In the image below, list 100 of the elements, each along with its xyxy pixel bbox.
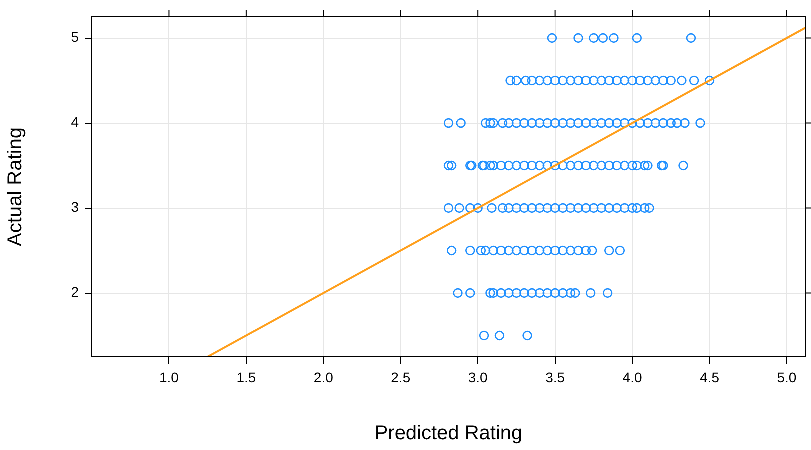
point bbox=[520, 246, 530, 256]
point bbox=[574, 76, 584, 86]
point bbox=[602, 288, 613, 298]
point bbox=[620, 203, 630, 214]
point bbox=[632, 203, 642, 214]
point bbox=[512, 246, 522, 256]
point bbox=[520, 203, 530, 214]
point bbox=[612, 203, 622, 214]
point bbox=[598, 33, 608, 44]
point bbox=[558, 203, 568, 214]
point bbox=[550, 76, 560, 86]
point bbox=[444, 160, 454, 171]
point bbox=[628, 160, 638, 171]
point bbox=[677, 76, 687, 86]
point bbox=[650, 76, 661, 86]
point bbox=[574, 33, 584, 44]
point bbox=[550, 118, 560, 128]
point bbox=[512, 203, 522, 214]
point bbox=[635, 76, 646, 86]
point bbox=[574, 160, 584, 171]
point bbox=[644, 203, 654, 214]
point bbox=[487, 203, 497, 214]
point bbox=[527, 246, 537, 256]
point bbox=[604, 160, 614, 171]
x-tick-label: 5.0 bbox=[777, 369, 797, 386]
point bbox=[498, 118, 508, 128]
point bbox=[535, 160, 545, 171]
point bbox=[535, 246, 545, 256]
point bbox=[444, 118, 454, 128]
point bbox=[486, 288, 496, 298]
x-tick-label: 4.0 bbox=[622, 369, 642, 386]
point bbox=[604, 76, 614, 86]
point bbox=[658, 118, 668, 128]
point bbox=[486, 118, 496, 128]
point bbox=[558, 76, 568, 86]
point bbox=[512, 160, 522, 171]
point bbox=[542, 246, 552, 256]
point bbox=[574, 203, 584, 214]
point bbox=[504, 203, 514, 214]
point bbox=[566, 203, 576, 214]
point bbox=[504, 160, 514, 171]
point bbox=[476, 246, 486, 256]
x-tick-label: 2.0 bbox=[314, 369, 334, 386]
point bbox=[612, 118, 622, 128]
point bbox=[520, 160, 530, 171]
point bbox=[666, 118, 676, 128]
point bbox=[586, 288, 596, 298]
point bbox=[504, 288, 514, 298]
point bbox=[542, 76, 552, 86]
point bbox=[686, 33, 696, 44]
point bbox=[566, 246, 576, 256]
point bbox=[512, 288, 522, 298]
point bbox=[535, 118, 545, 128]
point bbox=[521, 76, 531, 86]
x-tick-label: 2.5 bbox=[391, 369, 411, 386]
point bbox=[589, 76, 599, 86]
point bbox=[596, 76, 606, 86]
point bbox=[604, 246, 614, 256]
x-tick-label: 4.5 bbox=[700, 369, 720, 386]
point bbox=[643, 76, 653, 86]
point bbox=[566, 160, 576, 171]
point bbox=[527, 76, 537, 86]
point bbox=[480, 118, 491, 128]
point bbox=[466, 288, 476, 298]
point bbox=[643, 118, 653, 128]
point bbox=[520, 118, 530, 128]
point bbox=[620, 160, 630, 171]
point bbox=[604, 203, 614, 214]
point bbox=[650, 118, 661, 128]
point bbox=[558, 246, 568, 256]
point bbox=[581, 203, 592, 214]
point bbox=[574, 246, 584, 256]
point bbox=[456, 118, 466, 128]
point bbox=[628, 76, 638, 86]
point bbox=[609, 33, 619, 44]
point bbox=[486, 160, 496, 171]
y-tick-label: 5 bbox=[71, 29, 80, 46]
point bbox=[527, 160, 537, 171]
point bbox=[550, 160, 560, 171]
x-tick-label: 3.0 bbox=[468, 369, 488, 386]
point bbox=[535, 203, 545, 214]
point bbox=[680, 118, 690, 128]
point bbox=[527, 203, 537, 214]
point bbox=[581, 160, 592, 171]
point bbox=[527, 118, 537, 128]
point bbox=[542, 288, 552, 298]
point bbox=[666, 76, 676, 86]
point bbox=[488, 288, 498, 298]
y-axis-title: Actual Rating bbox=[4, 128, 27, 246]
x-tick-label: 3.5 bbox=[546, 369, 566, 386]
point bbox=[488, 160, 498, 171]
y-tick-label: 4 bbox=[71, 114, 80, 130]
point bbox=[550, 203, 560, 214]
point bbox=[628, 118, 638, 128]
point bbox=[558, 288, 568, 298]
point bbox=[454, 203, 464, 214]
point bbox=[520, 288, 530, 298]
point bbox=[550, 246, 560, 256]
x-tick-label: 1.5 bbox=[236, 369, 256, 386]
point bbox=[542, 203, 552, 214]
